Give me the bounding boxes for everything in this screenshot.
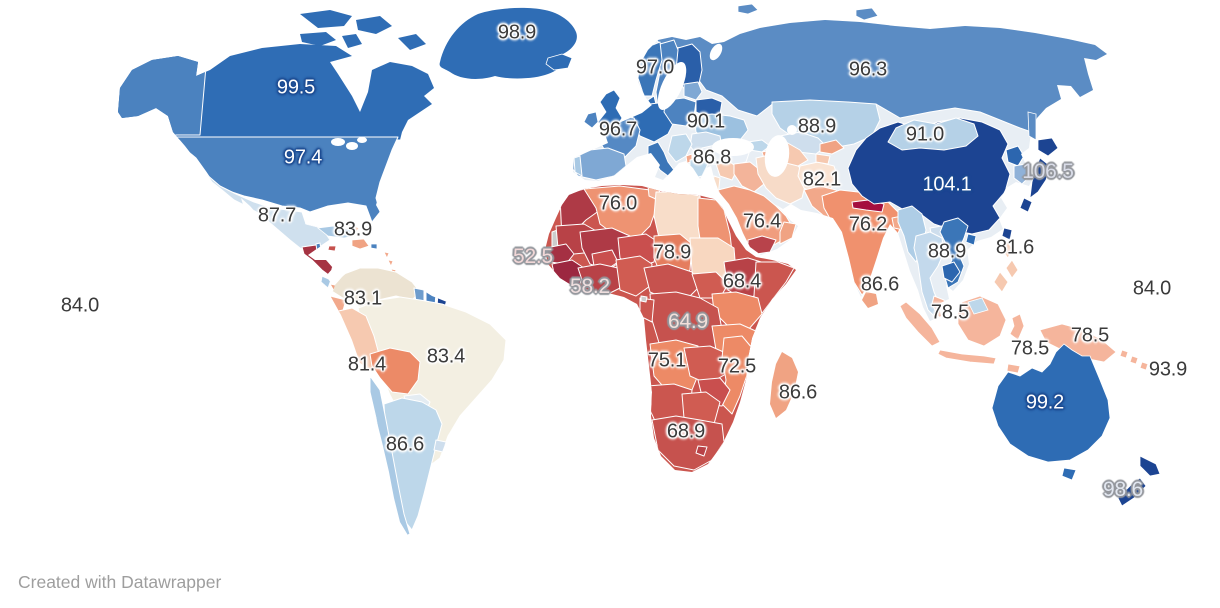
oceania-shapes[interactable] [899, 239, 1161, 507]
country-greece [689, 157, 709, 179]
country-mozambique [721, 335, 753, 415]
country-uruguay [433, 439, 447, 453]
country-madagascar[interactable] [770, 352, 798, 418]
inland-seas [657, 43, 797, 177]
country-indonesia-borneo [957, 295, 1007, 347]
country-lesotho [695, 445, 708, 457]
country-philippines-mindanao [993, 271, 1009, 293]
country-mongolia [887, 117, 979, 151]
country-kyrgyzstan [819, 139, 845, 155]
eurasia-shapes[interactable] [560, 10, 1120, 340]
country-philippines-luzon [1001, 239, 1013, 259]
south-america-shapes[interactable] [330, 267, 507, 538]
country-new-zealand-south [1117, 477, 1147, 507]
country-poland [663, 97, 697, 127]
timor [1006, 363, 1021, 374]
country-belize [315, 242, 322, 253]
country-sri-lanka[interactable] [862, 292, 878, 308]
country-taiwan [1001, 227, 1013, 241]
country-new-guinea [1039, 323, 1117, 363]
country-united-kingdom [597, 89, 623, 131]
country-north-korea [1005, 145, 1025, 167]
country-south-sudan [691, 271, 729, 299]
country-japan-kyushu [1019, 197, 1033, 213]
country-iceland [545, 53, 573, 71]
country-puerto-rico [370, 243, 378, 250]
country-philippines-visayas [1005, 259, 1019, 279]
country-brazil [357, 296, 507, 465]
country-alaska-us [118, 44, 208, 136]
country-belarus [695, 97, 723, 119]
country-bolivia [369, 347, 421, 395]
country-new-zealand-north [1139, 455, 1161, 477]
tasmania [1061, 467, 1077, 481]
country-portugal [573, 155, 583, 177]
country-united-states [169, 136, 399, 223]
attribution-text: Created with Datawrapper [18, 572, 222, 592]
country-yemen [747, 235, 777, 255]
borneo-north-sliver [967, 297, 989, 315]
country-ivory-coast-ghana [577, 263, 621, 297]
north-america-shapes[interactable] [100, 20, 450, 295]
country-cambodia [941, 261, 961, 283]
country-ireland [583, 111, 599, 129]
country-australia [991, 343, 1111, 463]
great-lakes [331, 137, 367, 150]
svalbard [737, 3, 759, 15]
country-greenland[interactable] [439, 7, 577, 79]
country-equatorial-guinea [640, 295, 648, 303]
europe-islands[interactable] [545, 3, 879, 131]
country-cuba [317, 225, 355, 239]
country-algeria [583, 185, 659, 241]
hainan [965, 233, 977, 246]
country-gabon-congo [639, 297, 655, 323]
country-levant [711, 175, 721, 197]
country-indonesia-sumatra [899, 301, 941, 347]
country-tajikistan [815, 153, 831, 165]
country-indonesia-sulawesi [1009, 313, 1025, 341]
country-japan-honshu [1029, 157, 1051, 199]
country-senegal [545, 243, 575, 265]
country-japan-hokkaido [1037, 137, 1059, 157]
country-costa-rica [320, 275, 332, 289]
country-south-africa [651, 415, 725, 471]
east-asia-islands[interactable] [965, 111, 1059, 246]
country-hispaniola [351, 238, 370, 250]
country-baltics [683, 81, 703, 101]
novaya-zemlya [855, 7, 879, 21]
country-south-korea [1013, 163, 1031, 185]
country-jamaica [327, 245, 337, 252]
country-oman [779, 221, 797, 245]
sakhalin [1027, 111, 1037, 141]
arctic-islands[interactable] [300, 10, 426, 50]
country-iraq [733, 161, 765, 193]
country-indonesia-java [937, 349, 997, 365]
